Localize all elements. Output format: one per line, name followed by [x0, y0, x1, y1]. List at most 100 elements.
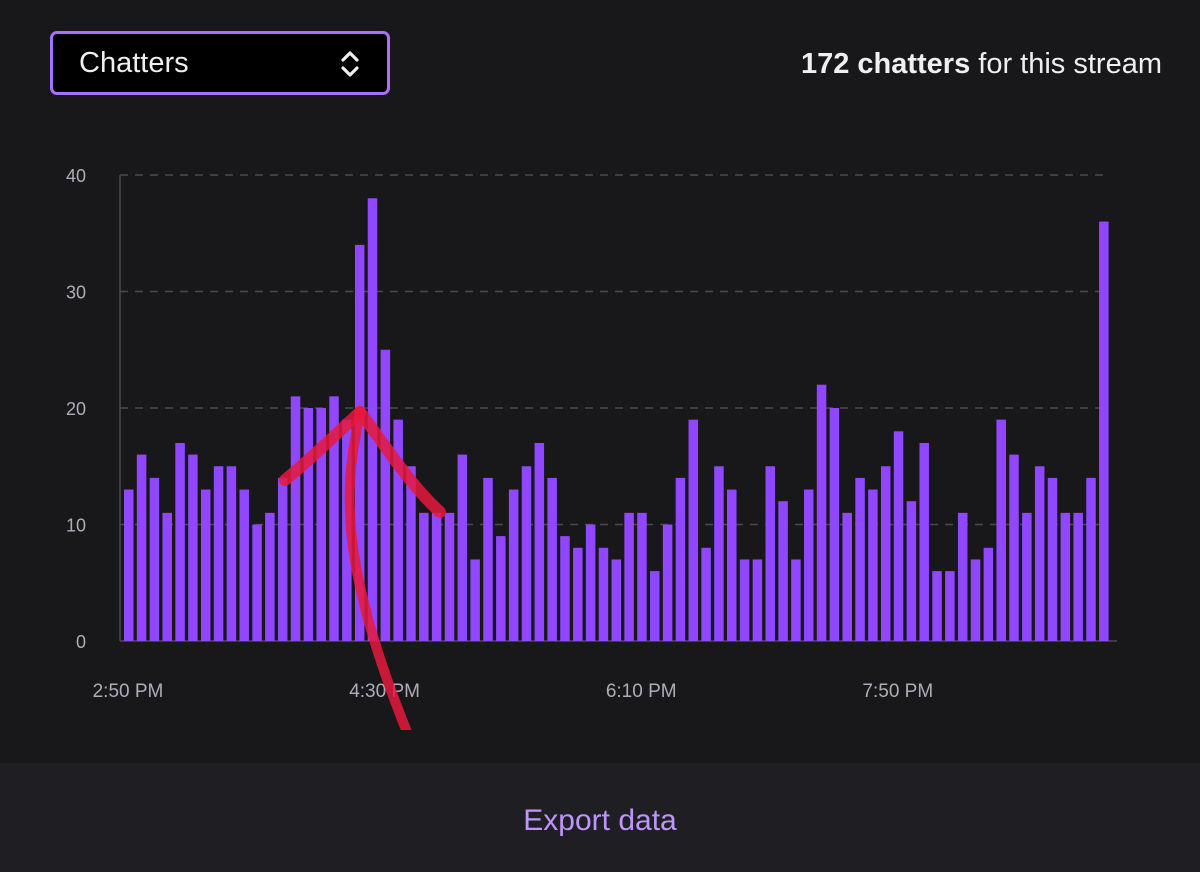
bar[interactable]	[444, 512, 455, 641]
y-tick-label: 10	[66, 516, 86, 536]
x-tick-label: 6:10 PM	[606, 681, 677, 702]
bar[interactable]	[483, 477, 493, 641]
bar[interactable]	[727, 489, 737, 641]
bar[interactable]	[1060, 512, 1071, 641]
bar[interactable]	[1086, 477, 1096, 641]
bar[interactable]	[1034, 466, 1045, 641]
bar[interactable]	[290, 396, 301, 641]
bar[interactable]	[277, 477, 288, 641]
bar[interactable]	[778, 501, 788, 641]
chart-bars	[124, 198, 1109, 642]
bar[interactable]	[303, 408, 314, 641]
bar[interactable]	[265, 512, 275, 641]
chatter-summary-suffix: for this stream	[970, 48, 1162, 80]
bar[interactable]	[329, 396, 339, 641]
bar[interactable]	[932, 571, 942, 641]
bar[interactable]	[662, 524, 673, 642]
bar[interactable]	[175, 442, 185, 641]
bar[interactable]	[688, 419, 699, 641]
chart-grid	[120, 174, 1108, 526]
bar[interactable]	[624, 512, 634, 641]
bar[interactable]	[868, 489, 878, 641]
bar[interactable]	[239, 489, 249, 641]
bar[interactable]	[585, 524, 596, 642]
bar[interactable]	[1022, 512, 1032, 641]
bar[interactable]	[1073, 512, 1083, 641]
bar[interactable]	[611, 559, 622, 641]
bar[interactable]	[983, 547, 994, 641]
bar[interactable]	[393, 419, 403, 641]
bar[interactable]	[470, 559, 480, 641]
bar[interactable]	[855, 477, 865, 641]
bar[interactable]	[816, 384, 827, 641]
bar[interactable]	[739, 559, 750, 641]
y-tick-label: 30	[66, 283, 86, 303]
chatter-count: 172 chatters	[800, 48, 971, 80]
bar[interactable]	[496, 536, 506, 641]
bar[interactable]	[829, 408, 840, 641]
bar[interactable]	[380, 349, 391, 641]
bar[interactable]	[162, 512, 172, 641]
chevron-updown-icon	[341, 51, 359, 77]
bar[interactable]	[252, 524, 262, 642]
metric-select[interactable]: Chatters	[50, 31, 390, 95]
bar[interactable]	[765, 466, 776, 641]
y-tick-label: 40	[66, 166, 86, 186]
bar[interactable]	[701, 547, 711, 641]
bar[interactable]	[419, 512, 429, 641]
bar[interactable]	[406, 466, 416, 641]
bar[interactable]	[534, 442, 545, 641]
bar[interactable]	[791, 559, 801, 641]
export-data-link[interactable]: Export data	[523, 803, 677, 837]
bar[interactable]	[457, 454, 468, 641]
bar[interactable]	[803, 489, 814, 641]
bar[interactable]	[675, 477, 686, 641]
bar[interactable]	[354, 244, 365, 641]
annotation-arrow	[279, 406, 446, 737]
chatter-summary: 172 chatters for this stream	[801, 48, 1162, 81]
bar[interactable]	[650, 571, 660, 641]
bar[interactable]	[560, 536, 570, 641]
annotation-arrow-head-left	[279, 406, 366, 486]
bar[interactable]	[996, 419, 1006, 641]
bar[interactable]	[200, 489, 211, 641]
bar[interactable]	[880, 466, 891, 641]
bar[interactable]	[893, 431, 904, 641]
bar[interactable]	[714, 466, 724, 641]
bar[interactable]	[136, 454, 147, 641]
x-tick-label: 2:50 PM	[93, 681, 164, 702]
bar[interactable]	[1009, 454, 1019, 641]
x-axis-labels: 2:50 PM 4:30 PM 6:10 PM 7:50 PM	[93, 681, 934, 702]
annotation-arrow-head-right	[354, 406, 446, 518]
bar[interactable]	[970, 559, 981, 641]
y-tick-label: 0	[76, 632, 86, 652]
chatters-bar-chart: 0 10 20 30 40 2:50 PM 4:30 PM 6:10 PM 7:50 PM	[66, 166, 1117, 737]
bar[interactable]	[124, 489, 134, 641]
annotation-arrow-shaft	[344, 407, 412, 737]
bar[interactable]	[521, 466, 532, 641]
bar[interactable]	[752, 559, 763, 641]
bar[interactable]	[547, 477, 557, 641]
bar[interactable]	[149, 477, 160, 641]
bar[interactable]	[957, 512, 968, 641]
bar[interactable]	[906, 501, 917, 641]
bar[interactable]	[919, 442, 929, 641]
bar[interactable]	[431, 512, 442, 641]
bar[interactable]	[1099, 221, 1109, 641]
bar[interactable]	[508, 489, 519, 641]
bar[interactable]	[573, 547, 583, 641]
bar[interactable]	[316, 408, 326, 641]
metric-select-value: Chatters	[79, 46, 189, 79]
bar[interactable]	[598, 547, 609, 641]
chatters-chart: 0 10 20 30 40 2:50 PM 4:30 PM 6:10 PM 7:50 PM	[0, 140, 1200, 737]
bar[interactable]	[1047, 477, 1058, 641]
bar[interactable]	[226, 466, 237, 641]
chart-header: Chatters 172 chatters for this stream	[0, 0, 1200, 130]
bar[interactable]	[637, 512, 647, 641]
bar[interactable]	[842, 512, 852, 641]
bar[interactable]	[213, 466, 224, 641]
chart-footer: Export data	[0, 763, 1200, 872]
bar[interactable]	[188, 454, 198, 641]
bar[interactable]	[945, 571, 955, 641]
